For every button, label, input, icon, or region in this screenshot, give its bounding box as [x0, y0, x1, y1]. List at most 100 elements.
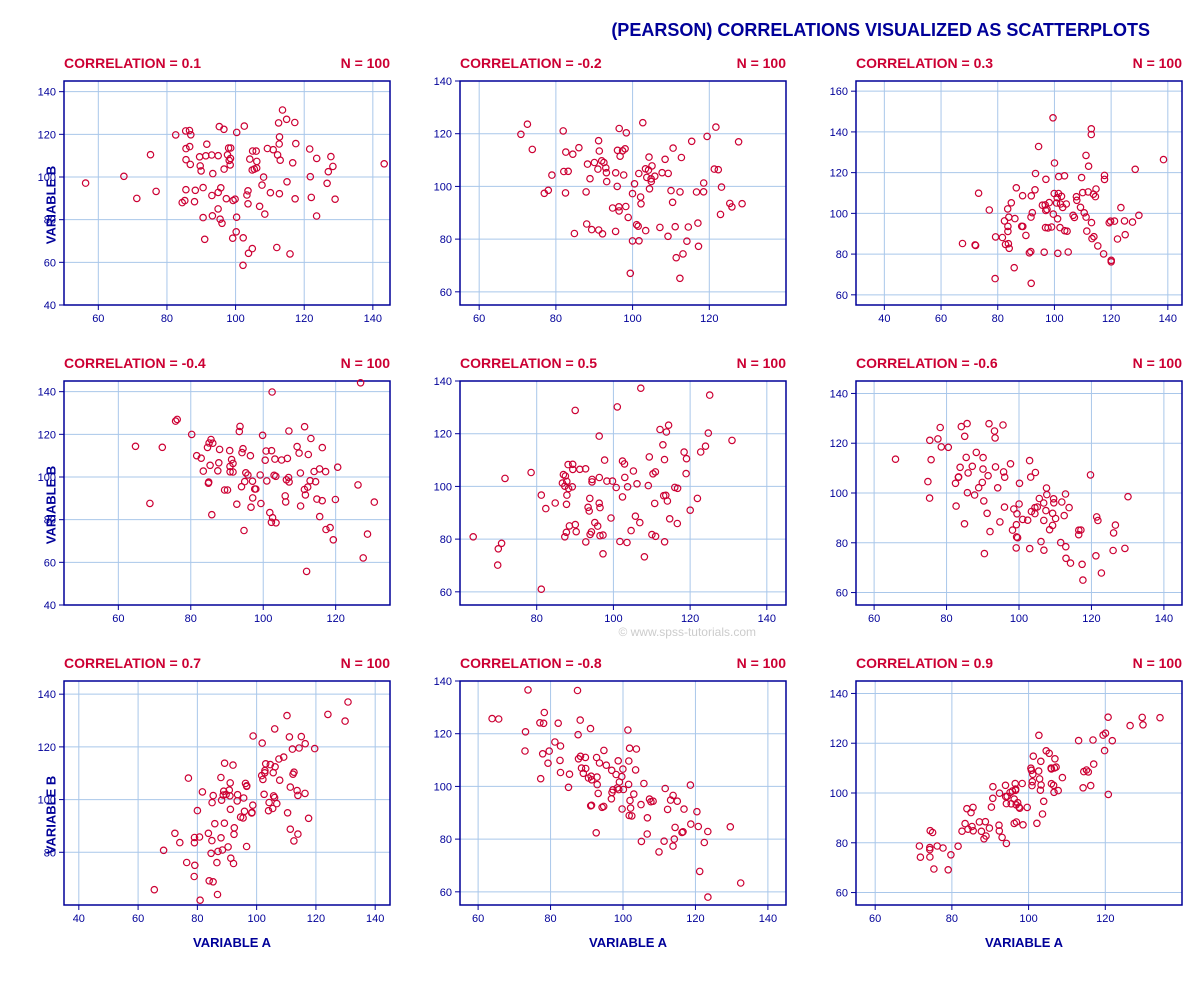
svg-text:140: 140 [364, 313, 382, 325]
scatterplot: 6080100120406080100120140 [20, 373, 400, 633]
svg-text:140: 140 [366, 913, 384, 925]
svg-text:140: 140 [38, 387, 56, 399]
panel-8: CORRELATION = 0.9 N = 100 60801001206080… [812, 649, 1192, 950]
svg-text:120: 120 [434, 129, 452, 141]
svg-text:80: 80 [946, 913, 958, 925]
svg-text:60: 60 [112, 613, 124, 625]
correlation-label: CORRELATION = -0.4 [64, 355, 206, 371]
svg-text:100: 100 [1045, 313, 1063, 325]
svg-text:100: 100 [830, 788, 848, 800]
svg-text:60: 60 [868, 613, 880, 625]
svg-text:120: 120 [686, 913, 704, 925]
svg-text:120: 120 [295, 313, 313, 325]
n-label: N = 100 [1133, 355, 1182, 371]
n-label: N = 100 [1133, 655, 1182, 671]
panel-titles: CORRELATION = 0.5 N = 100 [460, 355, 796, 371]
x-axis-label: VARIABLE A [460, 935, 796, 950]
svg-text:120: 120 [1082, 613, 1100, 625]
svg-text:120: 120 [1096, 913, 1114, 925]
correlation-label: CORRELATION = 0.7 [64, 655, 201, 671]
svg-text:140: 140 [434, 76, 452, 88]
n-label: N = 100 [341, 655, 390, 671]
svg-text:40: 40 [44, 300, 56, 312]
svg-text:60: 60 [44, 557, 56, 569]
n-label: N = 100 [341, 355, 390, 371]
svg-text:120: 120 [38, 742, 56, 754]
svg-text:120: 120 [434, 429, 452, 441]
svg-text:80: 80 [836, 249, 848, 261]
panel-7: CORRELATION = -0.8 N = 100 60 80 100 120 140… [416, 649, 796, 950]
svg-text:80: 80 [440, 234, 452, 246]
correlation-label: CORRELATION = -0.8 [460, 655, 602, 671]
svg-text:140: 140 [38, 87, 56, 99]
correlation-label: CORRELATION = 0.1 [64, 55, 201, 71]
panel-1: CORRELATION = -0.2 N = 100 6080100120608… [416, 49, 796, 333]
y-axis-label: VARIABLE B [44, 166, 59, 244]
svg-text:140: 140 [830, 688, 848, 700]
scatterplot: 60801001206080100120140 [416, 73, 796, 333]
svg-text:100: 100 [434, 781, 452, 793]
svg-text:100: 100 [614, 913, 632, 925]
svg-text:100: 100 [830, 488, 848, 500]
correlation-label: CORRELATION = -0.2 [460, 55, 602, 71]
svg-text:120: 120 [307, 913, 325, 925]
svg-text:100: 100 [623, 313, 641, 325]
panel-4: CORRELATION = 0.5 N = 100 80100120140608… [416, 349, 796, 633]
svg-text:80: 80 [992, 313, 1004, 325]
scatterplot-grid: CORRELATION = 0.1 N = 100 VARIABLE B 60 80… [20, 49, 1180, 950]
svg-text:140: 140 [759, 913, 777, 925]
svg-text:40: 40 [73, 913, 85, 925]
svg-text:60: 60 [836, 290, 848, 302]
svg-text:80: 80 [531, 613, 543, 625]
scatterplot: 60801001206080100120140 [812, 673, 1192, 933]
svg-text:100: 100 [434, 181, 452, 193]
y-axis-label: VARIABLE B [44, 466, 59, 544]
svg-text:140: 140 [38, 689, 56, 701]
svg-text:40: 40 [44, 600, 56, 612]
panel-titles: CORRELATION = 0.9 N = 100 [856, 655, 1192, 671]
correlation-label: CORRELATION = 0.5 [460, 355, 597, 371]
svg-text:60: 60 [92, 313, 104, 325]
svg-text:80: 80 [185, 613, 197, 625]
svg-text:80: 80 [191, 913, 203, 925]
svg-text:140: 140 [1155, 613, 1173, 625]
svg-text:100: 100 [254, 613, 272, 625]
svg-text:60: 60 [473, 313, 485, 325]
svg-text:60: 60 [44, 257, 56, 269]
svg-text:140: 140 [830, 127, 848, 139]
svg-text:60: 60 [869, 913, 881, 925]
n-label: N = 100 [1133, 55, 1182, 71]
scatterplot: 60801001201406080100120140 [812, 373, 1192, 633]
y-axis-label: VARIABLE B [44, 775, 59, 853]
svg-text:100: 100 [1010, 613, 1028, 625]
n-label: N = 100 [737, 55, 786, 71]
svg-text:100: 100 [830, 208, 848, 220]
svg-text:60: 60 [440, 887, 452, 899]
panel-3: CORRELATION = -0.4 N = 100 VARIABLE B 60 8… [20, 349, 400, 633]
svg-text:60: 60 [472, 913, 484, 925]
scatterplot: 4060801001201406080100120140160 [812, 73, 1192, 333]
svg-text:100: 100 [1019, 913, 1037, 925]
panel-titles: CORRELATION = -0.6 N = 100 [856, 355, 1192, 371]
panel-5: CORRELATION = -0.6 N = 100 60 80 100 120 140… [812, 349, 1192, 633]
svg-text:80: 80 [940, 613, 952, 625]
svg-text:120: 120 [830, 168, 848, 180]
scatterplot: 40608010012014080100120140 [20, 673, 400, 933]
svg-text:60: 60 [836, 588, 848, 600]
svg-text:100: 100 [247, 913, 265, 925]
x-axis-label: VARIABLE A [856, 935, 1192, 950]
n-label: N = 100 [341, 55, 390, 71]
svg-text:40: 40 [878, 313, 890, 325]
svg-text:60: 60 [440, 287, 452, 299]
svg-text:120: 120 [830, 738, 848, 750]
svg-text:60: 60 [132, 913, 144, 925]
svg-text:60: 60 [440, 587, 452, 599]
panel-titles: CORRELATION = -0.8 N = 100 [460, 655, 796, 671]
main-title: (PEARSON) CORRELATIONS VISUALIZED AS SCA… [20, 20, 1180, 41]
correlation-label: CORRELATION = -0.6 [856, 355, 998, 371]
correlation-label: CORRELATION = 0.9 [856, 655, 993, 671]
svg-text:120: 120 [681, 613, 699, 625]
correlation-label: CORRELATION = 0.3 [856, 55, 993, 71]
svg-text:80: 80 [440, 834, 452, 846]
panel-titles: CORRELATION = 0.7 N = 100 [64, 655, 400, 671]
